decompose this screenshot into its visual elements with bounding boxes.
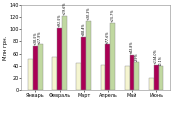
- Text: +91.5%: +91.5%: [57, 13, 61, 27]
- Bar: [110, 23, 115, 90]
- Bar: [105, 45, 110, 90]
- Text: +88.4%: +88.4%: [81, 22, 86, 36]
- Text: +17.9%: +17.9%: [38, 30, 42, 44]
- Bar: [159, 66, 163, 90]
- Bar: [52, 57, 57, 90]
- Bar: [28, 59, 33, 90]
- Bar: [130, 55, 134, 90]
- Bar: [57, 28, 62, 90]
- Text: +77.6%: +77.6%: [106, 30, 110, 44]
- Bar: [149, 78, 154, 90]
- Text: +134.0%: +134.0%: [154, 48, 158, 64]
- Text: +43.8%: +43.8%: [130, 40, 134, 54]
- Bar: [125, 66, 130, 90]
- Bar: [33, 46, 38, 90]
- Y-axis label: Млн грн.: Млн грн.: [3, 35, 8, 60]
- Bar: [62, 16, 67, 90]
- Text: -0.1%: -0.1%: [159, 55, 163, 65]
- Bar: [86, 21, 91, 90]
- Text: -29%: -29%: [135, 53, 139, 61]
- Text: +30.3%: +30.3%: [86, 7, 90, 20]
- Text: +38.5%: +38.5%: [33, 31, 37, 45]
- Text: +19.6%: +19.6%: [62, 1, 66, 15]
- Text: +15.7%: +15.7%: [111, 9, 115, 22]
- Bar: [38, 45, 43, 90]
- Bar: [154, 65, 159, 90]
- Bar: [81, 37, 86, 90]
- Bar: [101, 65, 105, 90]
- Bar: [134, 62, 139, 90]
- Bar: [76, 63, 81, 90]
